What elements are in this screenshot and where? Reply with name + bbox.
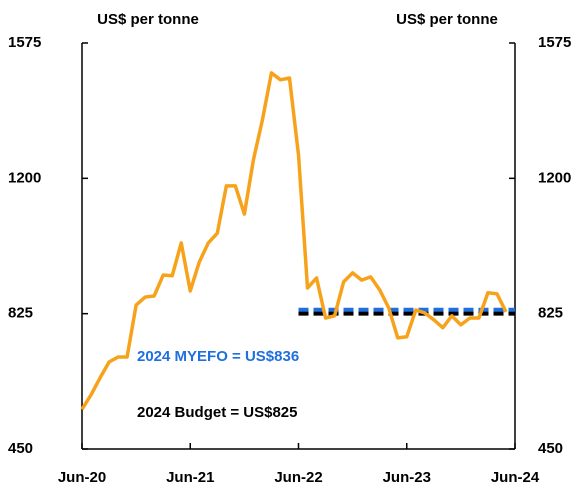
y2-tick-label: 1575 xyxy=(538,34,571,51)
x-tick-label: Jun-21 xyxy=(166,469,214,486)
reference-label: 2024 MYEFO = US$836 xyxy=(137,348,299,365)
y-tick-label: 1575 xyxy=(8,34,41,51)
y-tick-label: 825 xyxy=(8,305,33,322)
y2-axis-label: US$ per tonne xyxy=(396,11,498,28)
price-line xyxy=(80,71,508,411)
x-tick-label: Jun-22 xyxy=(274,469,322,486)
y2-tick-label: 1200 xyxy=(538,169,571,186)
y2-tick-label: 825 xyxy=(538,305,563,322)
x-tick-label: Jun-20 xyxy=(58,469,106,486)
y-tick-label: 1200 xyxy=(8,169,41,186)
y-axis-label: US$ per tonne xyxy=(97,11,199,28)
y2-tick-label: 450 xyxy=(538,440,563,457)
x-tick-label: Jun-23 xyxy=(383,469,431,486)
y-tick-label: 450 xyxy=(8,440,33,457)
reference-label: 2024 Budget = US$825 xyxy=(137,404,298,421)
x-tick-label: Jun-24 xyxy=(491,469,540,486)
